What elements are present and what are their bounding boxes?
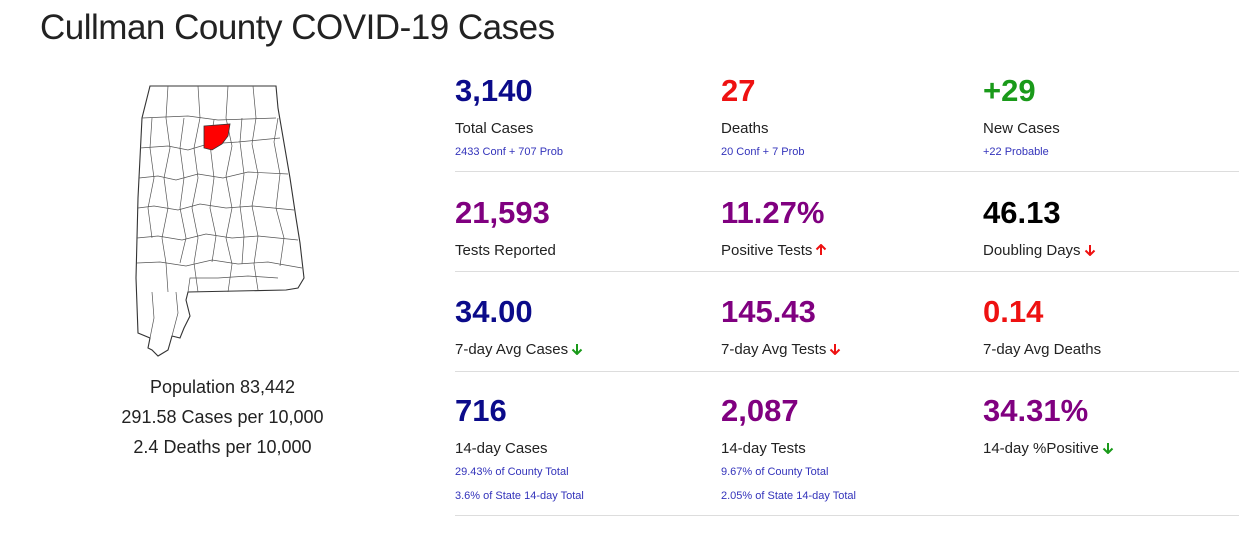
stats-row-3: 34.00 7-day Avg Cases 145.43 7-day Avg T… bbox=[455, 272, 1239, 372]
avg-tests-7day-stat: 145.43 7-day Avg Tests bbox=[721, 293, 981, 359]
tests-14day-state-share: 2.05% of State 14-day Total bbox=[721, 490, 856, 502]
down-green-arrow-icon bbox=[1102, 442, 1114, 454]
cullman-county-highlight bbox=[203, 123, 231, 151]
population-summary: Population 83,442 291.58 Cases per 10,00… bbox=[100, 372, 345, 462]
doubling-days-value: 46.13 bbox=[983, 195, 1061, 230]
avg-cases-7day-label: 7-day Avg Cases bbox=[455, 341, 569, 358]
avg-tests-7day-value: 145.43 bbox=[721, 294, 816, 329]
positive-tests-label: Positive Tests bbox=[721, 242, 813, 259]
stats-row-1: 3,140 Total Cases 2433 Conf + 707 Prob 2… bbox=[455, 72, 1239, 172]
deaths-stat: 27 Deaths 20 Conf + 7 Prob bbox=[721, 72, 981, 159]
avg-tests-7day-label: 7-day Avg Tests bbox=[721, 341, 827, 358]
total-cases-label: Total Cases bbox=[455, 120, 534, 137]
stats-row-4: 716 14-day Cases 29.43% of County Total … bbox=[455, 372, 1239, 516]
cases-14day-state-share: 3.6% of State 14-day Total bbox=[455, 490, 584, 502]
page-title: Cullman County COVID-19 Cases bbox=[40, 8, 555, 47]
positive-14day-label-wrap: 14-day %Positive bbox=[983, 440, 1243, 458]
deaths-per-10000-text: 2.4 Deaths per 10,000 bbox=[133, 437, 312, 457]
avg-tests-7day-label-wrap: 7-day Avg Tests bbox=[721, 341, 981, 359]
down-green-arrow-icon bbox=[571, 343, 583, 355]
deaths-breakdown: 20 Conf + 7 Prob bbox=[721, 146, 805, 158]
positive-14day-label: 14-day %Positive bbox=[983, 440, 1099, 457]
total-cases-value: 3,140 bbox=[455, 73, 533, 108]
total-cases-stat: 3,140 Total Cases 2433 Conf + 707 Prob bbox=[455, 72, 715, 159]
positive-tests-stat: 11.27% Positive Tests bbox=[721, 194, 981, 260]
down-red-arrow-icon bbox=[829, 343, 841, 355]
cases-per-10000-text: 291.58 Cases per 10,000 bbox=[121, 407, 324, 427]
new-cases-breakdown: +22 Probable bbox=[983, 146, 1049, 158]
avg-cases-7day-value: 34.00 bbox=[455, 294, 533, 329]
positive-tests-value: 11.27% bbox=[721, 195, 825, 230]
tests-14day-stat: 2,087 14-day Tests 9.67% of County Total… bbox=[721, 392, 981, 503]
positive-tests-label-wrap: Positive Tests bbox=[721, 242, 981, 260]
new-cases-stat: +29 New Cases +22 Probable bbox=[983, 72, 1243, 159]
new-cases-value: +29 bbox=[983, 73, 1036, 108]
up-red-arrow-icon bbox=[815, 244, 827, 256]
state-outline bbox=[135, 85, 305, 357]
avg-cases-7day-label-wrap: 7-day Avg Cases bbox=[455, 341, 715, 359]
doubling-days-label-wrap: Doubling Days bbox=[983, 242, 1243, 260]
down-red-arrow-icon bbox=[1084, 244, 1096, 256]
deaths-label: Deaths bbox=[721, 120, 769, 137]
deaths-value: 27 bbox=[721, 73, 756, 108]
tests-reported-stat: 21,593 Tests Reported bbox=[455, 194, 715, 260]
doubling-days-label: Doubling Days bbox=[983, 242, 1081, 259]
cases-14day-stat: 716 14-day Cases 29.43% of County Total … bbox=[455, 392, 715, 503]
cases-14day-label: 14-day Cases bbox=[455, 440, 548, 457]
positive-14day-stat: 34.31% 14-day %Positive bbox=[983, 392, 1243, 458]
avg-deaths-7day-value: 0.14 bbox=[983, 294, 1044, 329]
population-text: Population 83,442 bbox=[149, 377, 296, 397]
tests-14day-label: 14-day Tests bbox=[721, 440, 806, 457]
stats-grid: 3,140 Total Cases 2433 Conf + 707 Prob 2… bbox=[455, 72, 1239, 516]
tests-14day-value: 2,087 bbox=[721, 393, 799, 428]
positive-14day-value: 34.31% bbox=[983, 393, 1089, 428]
tests-reported-value: 21,593 bbox=[455, 195, 550, 230]
avg-deaths-7day-label: 7-day Avg Deaths bbox=[983, 341, 1102, 358]
cases-14day-county-share: 29.43% of County Total bbox=[455, 466, 569, 478]
cases-14day-value: 716 bbox=[455, 393, 507, 428]
tests-14day-county-share: 9.67% of County Total bbox=[721, 466, 829, 478]
alabama-county-map[interactable] bbox=[128, 78, 318, 363]
avg-cases-7day-stat: 34.00 7-day Avg Cases bbox=[455, 293, 715, 359]
new-cases-label: New Cases bbox=[983, 120, 1060, 137]
avg-deaths-7day-stat: 0.14 7-day Avg Deaths bbox=[983, 293, 1243, 359]
county-lines bbox=[136, 85, 303, 339]
total-cases-breakdown: 2433 Conf + 707 Prob bbox=[455, 146, 563, 158]
doubling-days-stat: 46.13 Doubling Days bbox=[983, 194, 1243, 260]
alabama-map-svg bbox=[135, 85, 305, 357]
stats-row-2: 21,593 Tests Reported 11.27% Positive Te… bbox=[455, 172, 1239, 272]
tests-reported-label: Tests Reported bbox=[455, 242, 556, 259]
